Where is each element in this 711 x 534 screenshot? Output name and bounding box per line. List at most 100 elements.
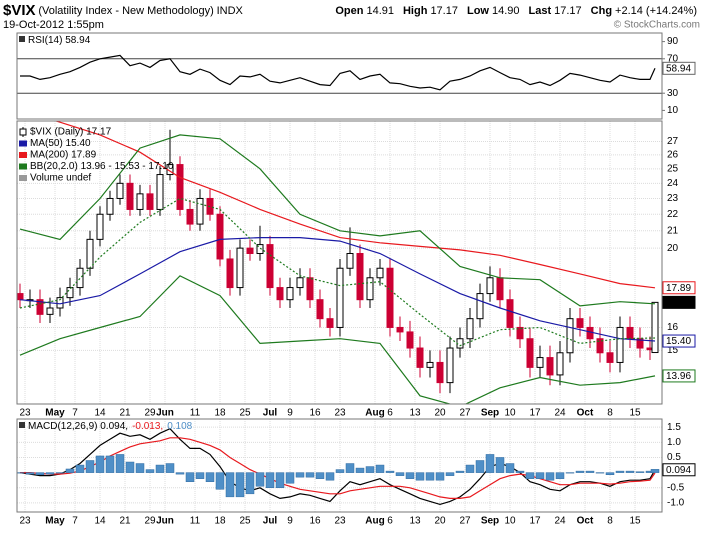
x-tick-label: Aug — [365, 408, 384, 419]
candle-body — [256, 244, 264, 255]
candle-body — [486, 277, 494, 295]
candle-body — [326, 318, 334, 328]
candle-body — [436, 361, 444, 384]
x-tick-label: 21 — [119, 516, 131, 527]
x-tick-label: 6 — [387, 408, 393, 419]
histogram-bar — [17, 472, 25, 474]
legend-entry: MACD(12,26,9) 0.094, — [28, 421, 128, 432]
candle-body — [606, 352, 614, 363]
x-tick-label: 8 — [607, 516, 613, 527]
panel-frame — [16, 120, 663, 405]
x-tick-label: 18 — [214, 408, 226, 419]
panel — [17, 419, 662, 512]
panel — [17, 54, 662, 94]
value-badge — [662, 369, 696, 383]
candle-body — [626, 326, 634, 340]
histogram-bar — [435, 472, 445, 481]
candle-body — [116, 182, 124, 199]
y-tick-label: 1.5 — [667, 422, 681, 433]
candle-body — [346, 253, 354, 269]
exchange: INDX — [217, 5, 244, 17]
histogram-bar — [495, 457, 505, 473]
histogram-bar — [225, 472, 235, 498]
candle-body — [216, 213, 224, 260]
histogram-bar — [25, 472, 35, 475]
quote-label: High — [403, 5, 428, 17]
x-tick-label: Sep — [481, 516, 499, 527]
histogram-bar — [555, 472, 565, 479]
x-tick-label: 18 — [214, 516, 226, 527]
histogram-bar — [105, 455, 115, 473]
candle-body — [106, 197, 114, 215]
candle-body — [396, 326, 404, 333]
series-line — [19, 237, 656, 342]
legend-marker — [19, 422, 25, 428]
series-line — [19, 134, 656, 307]
histogram-bar — [515, 470, 525, 473]
histogram-bar — [45, 472, 55, 475]
histogram-bar — [155, 464, 165, 473]
series-line — [54, 121, 656, 289]
candle-body — [306, 277, 314, 301]
histogram-bar — [535, 472, 545, 479]
candle-body — [86, 238, 94, 269]
x-tick-label: 17 — [529, 408, 541, 419]
candle-body — [296, 277, 304, 289]
x-tick-label: 24 — [554, 408, 566, 419]
x-tick-label: 23 — [19, 516, 31, 527]
y-tick-label: 90 — [667, 36, 679, 47]
histogram-bar — [405, 472, 415, 479]
y-tick-label: 24 — [667, 178, 679, 189]
histogram-bar — [175, 472, 185, 475]
candle-body — [386, 267, 394, 328]
x-tick-label: 9 — [287, 516, 293, 527]
symbol: $VIX — [3, 2, 36, 19]
histogram-bar — [315, 472, 325, 479]
candle-body — [406, 331, 414, 349]
x-tick-label: Oct — [577, 516, 594, 527]
candle-body — [536, 357, 544, 368]
x-tick-label: Sep — [481, 408, 499, 419]
histogram-bar — [295, 472, 305, 478]
candle-body — [76, 267, 84, 289]
legend-entry: RSI(14) 58.94 — [28, 35, 91, 46]
quote-label: Open — [335, 5, 363, 17]
y-tick-label: 21 — [667, 225, 679, 236]
y-tick-label: 15 — [667, 345, 679, 356]
histogram-bar — [585, 470, 595, 473]
quote-label: Low — [467, 5, 489, 17]
series-line — [20, 54, 656, 91]
histogram-bar — [85, 460, 95, 473]
candle-body — [476, 293, 484, 320]
candle-body — [146, 193, 154, 210]
candle-body — [136, 193, 144, 210]
candle-body — [426, 361, 434, 368]
y-tick-label: 10 — [667, 105, 679, 116]
y-tick-label: 1.0 — [667, 437, 681, 448]
legend-marker — [19, 128, 27, 136]
y-tick-label: 30 — [667, 88, 679, 99]
x-tick-label: 9 — [287, 408, 293, 419]
candle-body — [636, 338, 644, 349]
candle-body — [236, 247, 244, 289]
x-tick-label: 23 — [334, 408, 346, 419]
x-tick-label: Jul — [263, 516, 278, 527]
candle-body — [126, 182, 134, 210]
legend: MACD(12,26,9) 0.094, -0.013, 0.108 — [28, 421, 193, 432]
histogram-bar — [425, 472, 435, 481]
histogram-bar — [625, 470, 635, 473]
candle-body — [616, 326, 624, 363]
x-tick-label: 27 — [459, 516, 471, 527]
histogram-bar — [650, 469, 660, 473]
candle-body — [556, 352, 564, 376]
x-tick-label: 20 — [434, 408, 446, 419]
y-tick-label: 22 — [667, 209, 679, 220]
x-tick-label: 13 — [409, 516, 421, 527]
histogram-bar — [115, 454, 125, 473]
histogram-bar — [395, 472, 405, 476]
candle-body — [496, 277, 504, 301]
credit: © StockCharts.com — [614, 20, 700, 31]
candle-body — [576, 318, 584, 328]
quote-value: 17.17 — [430, 5, 458, 17]
histogram-bar — [465, 464, 475, 473]
